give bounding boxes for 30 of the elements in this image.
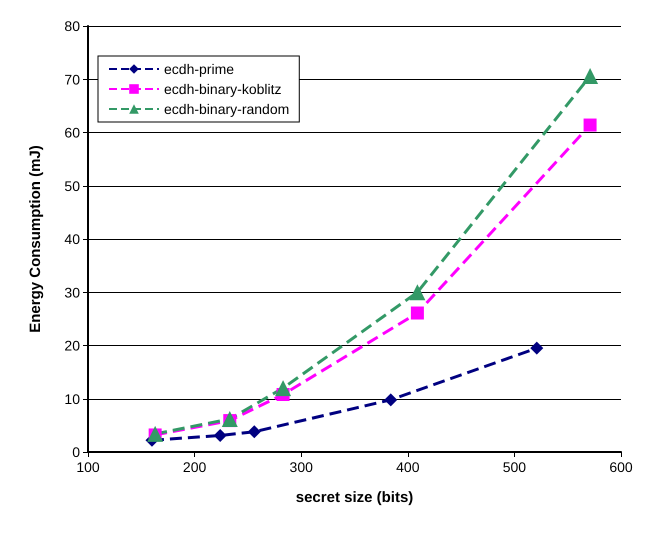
point bbox=[275, 380, 292, 396]
y-tick-label: 50 bbox=[64, 178, 80, 194]
y-tick-label: 40 bbox=[64, 231, 80, 247]
x-tick-label: 400 bbox=[396, 459, 420, 475]
x-axis-title: secret size (bits) bbox=[296, 489, 414, 506]
x-tick-label: 600 bbox=[609, 459, 633, 475]
point bbox=[222, 410, 238, 427]
y-tick-label: 10 bbox=[64, 390, 80, 407]
point bbox=[214, 428, 227, 442]
y-axis-title: Energy Consumption (mJ) bbox=[27, 145, 44, 333]
legend-label: ecdh-binary-koblitz bbox=[164, 81, 282, 97]
y-tick-label: 80 bbox=[64, 18, 80, 34]
point bbox=[410, 306, 424, 320]
y-tick-label: 20 bbox=[64, 338, 80, 354]
point bbox=[409, 284, 426, 300]
x-tick-label: 300 bbox=[290, 459, 314, 475]
point bbox=[248, 425, 261, 438]
legend-label: ecdh-prime bbox=[164, 61, 234, 77]
legend-label: ecdh-binary-random bbox=[164, 101, 290, 117]
point bbox=[584, 118, 597, 132]
y-tick-label: 60 bbox=[64, 124, 80, 140]
x-tick-label: 500 bbox=[502, 459, 526, 475]
y-tick-label: 30 bbox=[64, 284, 80, 300]
point bbox=[384, 393, 398, 406]
x-tick-label: 100 bbox=[76, 459, 100, 475]
point bbox=[582, 68, 598, 84]
point bbox=[530, 342, 544, 355]
y-tick-label: 0 bbox=[72, 444, 80, 460]
y-tick-label: 70 bbox=[64, 71, 80, 88]
x-tick-label: 200 bbox=[182, 459, 206, 475]
